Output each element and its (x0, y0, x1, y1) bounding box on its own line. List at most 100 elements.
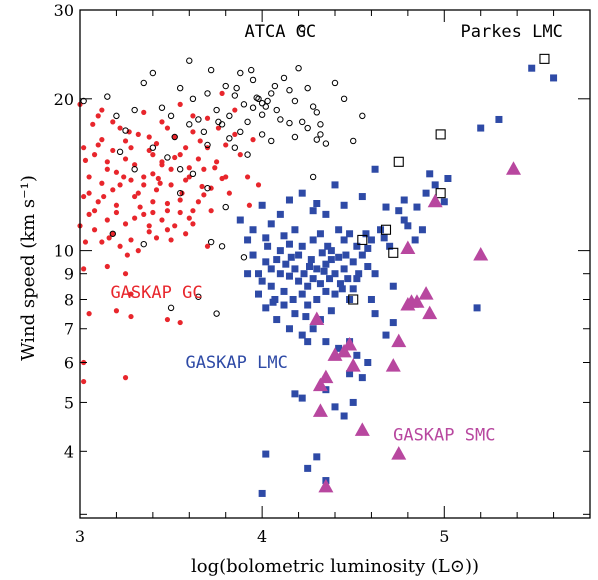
data-point (317, 131, 324, 138)
data-point (313, 295, 321, 303)
data-point (117, 182, 123, 188)
data-point (110, 231, 116, 237)
data-point (353, 275, 361, 283)
data-point (313, 109, 320, 116)
data-point (331, 403, 339, 411)
data-point (167, 112, 175, 120)
data-point (355, 270, 363, 278)
data-point (262, 234, 270, 242)
data-point (231, 92, 239, 99)
data-point (249, 76, 257, 84)
data-point (140, 79, 147, 87)
x-tick-label: 4 (257, 527, 267, 546)
data-point (295, 277, 303, 285)
data-point (135, 131, 141, 138)
data-point (244, 118, 251, 126)
data-point (316, 280, 324, 288)
data-point (186, 215, 192, 221)
data-point (168, 237, 174, 243)
data-point (395, 207, 403, 215)
data-point (86, 311, 92, 317)
data-point (159, 217, 165, 223)
data-point (477, 124, 485, 132)
data-point (413, 203, 421, 211)
data-point (357, 234, 368, 245)
data-point (195, 293, 202, 300)
data-point (289, 295, 297, 303)
data-point (237, 69, 244, 77)
data-point (331, 181, 339, 189)
data-point (128, 237, 134, 243)
data-point (262, 258, 270, 266)
data-point (249, 251, 257, 259)
data-point (267, 265, 275, 273)
data-point (244, 151, 251, 158)
data-point (99, 107, 105, 113)
data-point (409, 294, 425, 308)
data-point (212, 165, 218, 171)
data-point (141, 211, 147, 217)
data-point (299, 118, 306, 126)
data-point (117, 125, 123, 131)
data-point (122, 221, 129, 227)
data-point (106, 235, 112, 241)
data-point (172, 154, 178, 161)
data-point (298, 189, 306, 197)
data-point (113, 112, 120, 120)
data-point (280, 74, 288, 82)
data-point (255, 95, 262, 103)
data-point (189, 95, 197, 103)
data-point (149, 144, 157, 151)
data-point (164, 316, 171, 323)
data-point (354, 422, 370, 436)
data-point (146, 147, 152, 154)
data-point (291, 97, 299, 105)
data-point (195, 116, 202, 123)
data-point (404, 222, 412, 230)
data-point (99, 180, 105, 186)
data-point (309, 173, 317, 181)
data-point (267, 220, 275, 228)
data-point (312, 377, 328, 392)
x-axis-title: log(bolometric luminosity (L⊙)) (191, 556, 479, 577)
data-point (400, 216, 408, 224)
data-point (400, 196, 408, 204)
data-point (335, 344, 343, 352)
data-point (255, 270, 262, 278)
data-point (393, 156, 404, 167)
data-point (304, 124, 311, 132)
data-point (386, 242, 394, 250)
data-point (287, 253, 295, 261)
data-point (258, 489, 266, 497)
data-point (237, 152, 243, 158)
data-point (304, 338, 312, 346)
data-point (313, 453, 321, 461)
data-point (276, 270, 284, 278)
data-point (91, 227, 98, 233)
data-point (215, 118, 222, 126)
data-point (190, 129, 196, 135)
data-point (299, 25, 306, 33)
data-point (244, 174, 251, 180)
data-point (473, 304, 481, 312)
data-point (226, 112, 233, 120)
data-point (400, 240, 416, 254)
data-point (344, 275, 352, 283)
data-point (317, 121, 324, 128)
data-point (207, 238, 215, 246)
y-tick-label: 9 (64, 265, 74, 284)
data-point (135, 248, 141, 254)
data-point (248, 66, 255, 74)
data-point (258, 100, 266, 107)
data-point (218, 243, 226, 250)
axes: 3 4 5 4 5 6 7 8 9 10 20 30 (54, 1, 591, 546)
data-point (267, 282, 275, 290)
data-point (204, 141, 211, 149)
data-point (322, 140, 330, 147)
data-point (177, 209, 183, 216)
data-point (427, 193, 443, 208)
data-point (340, 201, 348, 209)
data-point (104, 93, 111, 100)
data-point (295, 251, 303, 259)
